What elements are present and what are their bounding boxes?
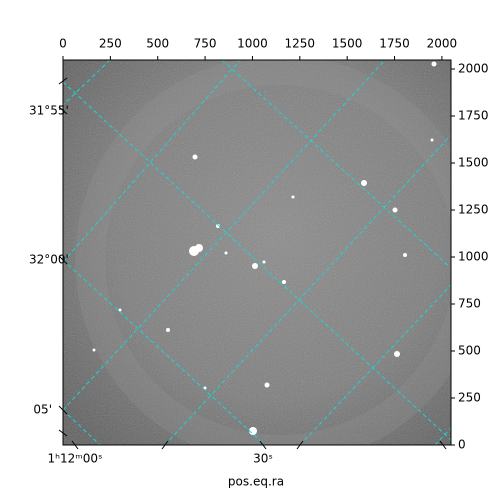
x-tick-label: 1500	[332, 37, 363, 51]
stars	[92, 61, 437, 435]
x-tick-label: 500	[146, 37, 169, 51]
y-tick-label: 1750	[458, 109, 489, 123]
sky-image	[63, 60, 451, 445]
wcs-left-label: 05'	[33, 403, 52, 417]
y-tick-label: 750	[458, 297, 481, 311]
y-tick-label: 1500	[458, 156, 489, 170]
frame	[62, 59, 452, 446]
wcs-left-label: 32°00'	[29, 253, 69, 267]
y-tick-label: 500	[458, 344, 481, 358]
x-tick-label: 750	[194, 37, 217, 51]
y-tick-label: 2000	[458, 62, 489, 76]
wcs-bottom-label: 30ˢ	[253, 452, 273, 466]
x-tick-label: 1000	[237, 37, 268, 51]
x-tick-label: 1250	[285, 37, 316, 51]
y-tick-label: 0	[458, 438, 466, 452]
x-tick-label: 2000	[427, 37, 458, 51]
y-tick-label: 1250	[458, 203, 489, 217]
y-tick-label: 250	[458, 391, 481, 405]
y-tick-label: 1000	[458, 250, 489, 264]
x-tick-label: 0	[59, 37, 67, 51]
wcs-grid	[63, 60, 451, 445]
wcs-left-label: 31°55'	[29, 104, 69, 118]
wcs-ticks	[58, 77, 447, 450]
x-tick-label: 1750	[379, 37, 410, 51]
x-tick-label: 250	[99, 37, 122, 51]
wcs-bottom-label: 1ʰ12ᵐ00ˢ	[48, 452, 103, 466]
x-axis-label: pos.eq.ra	[228, 475, 284, 489]
